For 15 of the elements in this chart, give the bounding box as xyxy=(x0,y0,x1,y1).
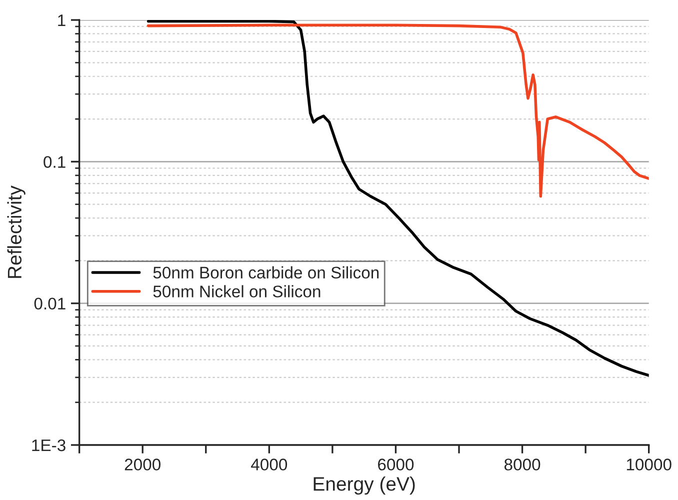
line-series xyxy=(146,20,649,377)
y-tick-label: 1E-3 xyxy=(32,439,66,452)
y-tick-label: 1 xyxy=(58,14,66,26)
legend-label: 50nm Nickel on Silicon xyxy=(153,285,320,298)
line-series xyxy=(146,24,649,198)
x-tick-label: 6000 xyxy=(378,458,414,470)
x-tick-label: 10000 xyxy=(626,458,672,470)
x-tick-label: 8000 xyxy=(504,458,540,470)
y-axis-title: Reflectivity xyxy=(7,186,26,278)
x-tick-label: 2000 xyxy=(124,458,160,470)
y-tick-label: 0.01 xyxy=(34,298,66,310)
x-axis-title: Energy (eV) xyxy=(314,476,415,495)
x-tick-label: 4000 xyxy=(251,458,288,470)
y-tick-label: 0.1 xyxy=(44,156,66,168)
legend-label: 50nm Boron carbide on Silicon xyxy=(153,266,379,279)
